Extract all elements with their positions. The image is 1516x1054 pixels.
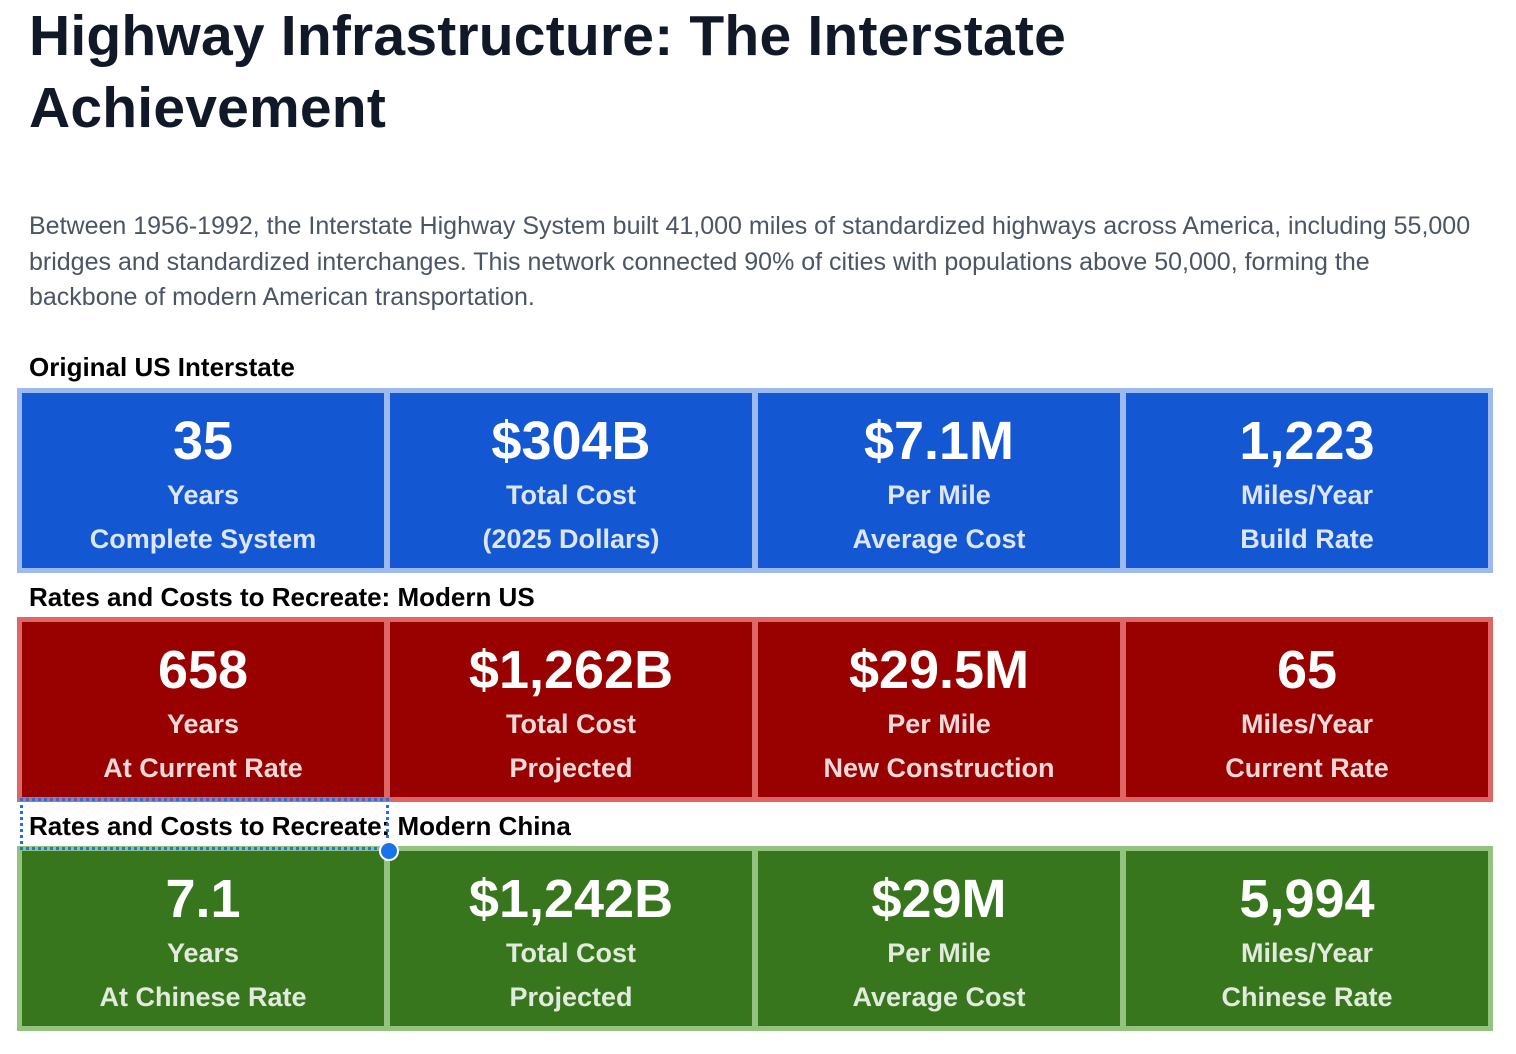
stat-sublabel: Complete System xyxy=(89,524,317,554)
stat-sublabel: Current Rate xyxy=(1225,753,1389,783)
section-heading-modern-china[interactable]: Rates and Costs to Recreate: Modern Chin… xyxy=(29,811,571,841)
stats-grid-original-us: 35 Years Complete System $304B Total Cos… xyxy=(17,388,1493,573)
stat-value: $1,262B xyxy=(468,640,674,700)
stat-sublabel: Average Cost xyxy=(852,982,1026,1012)
stat-card-total-cost[interactable]: $1,242B Total Cost Projected xyxy=(390,851,752,1026)
stat-card-per-mile[interactable]: $29M Per Mile Average Cost xyxy=(758,851,1120,1026)
stat-card-miles-per-year[interactable]: 65 Miles/Year Current Rate xyxy=(1126,622,1488,797)
stat-label: Per Mile xyxy=(887,480,991,510)
stats-grid-modern-us: 658 Years At Current Rate $1,262B Total … xyxy=(17,617,1493,802)
page-title[interactable]: Highway Infrastructure: The Interstate A… xyxy=(29,4,1066,140)
stat-label: Miles/Year xyxy=(1240,709,1374,739)
stat-sublabel: At Chinese Rate xyxy=(99,982,307,1012)
stat-sublabel: (2025 Dollars) xyxy=(482,524,660,554)
resize-handle[interactable] xyxy=(379,841,399,861)
stat-label: Years xyxy=(166,480,240,510)
stat-label: Total Cost xyxy=(506,709,636,739)
stat-value: 5,994 xyxy=(1239,869,1375,929)
stat-card-total-cost[interactable]: $304B Total Cost (2025 Dollars) xyxy=(390,393,752,568)
selection-box[interactable] xyxy=(20,798,389,850)
stat-card-per-mile[interactable]: $29.5M Per Mile New Construction xyxy=(758,622,1120,797)
stat-label: Per Mile xyxy=(887,938,991,968)
stat-value: $304B xyxy=(491,411,651,471)
stat-card-miles-per-year[interactable]: 5,994 Miles/Year Chinese Rate xyxy=(1126,851,1488,1026)
stat-sublabel: Projected xyxy=(509,982,633,1012)
stats-grid-modern-china: 7.1 Years At Chinese Rate $1,242B Total … xyxy=(17,846,1493,1031)
stat-value: 658 xyxy=(157,640,249,700)
stat-card-total-cost[interactable]: $1,262B Total Cost Projected xyxy=(390,622,752,797)
stat-label: Total Cost xyxy=(506,938,636,968)
stat-sublabel: Build Rate xyxy=(1240,524,1374,554)
stat-sublabel: Average Cost xyxy=(852,524,1026,554)
stat-sublabel: At Current Rate xyxy=(103,753,303,783)
stat-value: 65 xyxy=(1276,640,1338,700)
stat-value: 7.1 xyxy=(165,869,241,929)
stat-value: $7.1M xyxy=(863,411,1015,471)
intro-paragraph[interactable]: Between 1956-1992, the Interstate Highwa… xyxy=(29,212,1471,311)
stat-card-per-mile[interactable]: $7.1M Per Mile Average Cost xyxy=(758,393,1120,568)
stat-sublabel: New Construction xyxy=(823,753,1055,783)
section-heading-original-us[interactable]: Original US Interstate xyxy=(29,352,295,382)
stat-card-years[interactable]: 658 Years At Current Rate xyxy=(22,622,384,797)
stat-card-miles-per-year[interactable]: 1,223 Miles/Year Build Rate xyxy=(1126,393,1488,568)
stat-card-years[interactable]: 7.1 Years At Chinese Rate xyxy=(22,851,384,1026)
stat-label: Miles/Year xyxy=(1240,938,1374,968)
stat-card-years[interactable]: 35 Years Complete System xyxy=(22,393,384,568)
section-heading-modern-us[interactable]: Rates and Costs to Recreate: Modern US xyxy=(29,582,535,612)
stat-value: 1,223 xyxy=(1239,411,1375,471)
stat-label: Per Mile xyxy=(887,709,991,739)
stat-label: Years xyxy=(166,709,240,739)
stat-sublabel: Chinese Rate xyxy=(1221,982,1393,1012)
stat-value: $29M xyxy=(871,869,1007,929)
stat-sublabel: Projected xyxy=(509,753,633,783)
stat-label: Total Cost xyxy=(506,480,636,510)
stat-value: $29.5M xyxy=(848,640,1030,700)
stat-label: Years xyxy=(166,938,240,968)
stat-label: Miles/Year xyxy=(1240,480,1374,510)
stat-value: 35 xyxy=(172,411,234,471)
stat-value: $1,242B xyxy=(468,869,674,929)
